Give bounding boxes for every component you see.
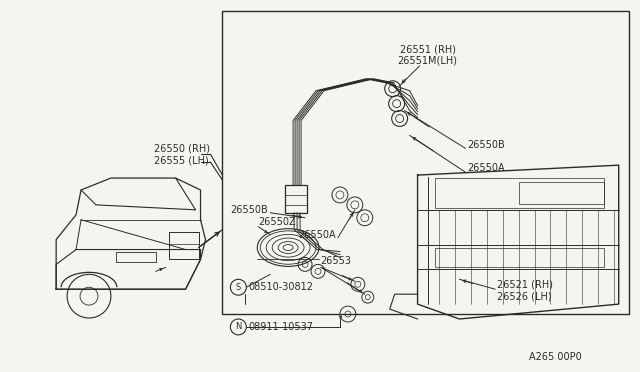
Bar <box>169 232 198 259</box>
Text: N: N <box>235 323 241 331</box>
Text: 26555 (LH): 26555 (LH) <box>154 155 209 165</box>
Text: 26550A: 26550A <box>298 230 336 240</box>
Text: 26550B: 26550B <box>467 140 505 150</box>
Text: 26553: 26553 <box>320 256 351 266</box>
Bar <box>285 185 307 213</box>
Bar <box>223 11 628 314</box>
Text: 26551M(LH): 26551M(LH) <box>397 56 458 66</box>
Text: 08510-30812: 08510-30812 <box>248 282 314 292</box>
Text: S: S <box>236 283 241 292</box>
Text: 26550B: 26550B <box>230 205 268 215</box>
Text: 26550 (RH): 26550 (RH) <box>154 143 210 153</box>
Bar <box>519 182 604 204</box>
Text: 26551 (RH): 26551 (RH) <box>399 44 456 54</box>
Bar <box>435 247 604 267</box>
Text: 08911-10537: 08911-10537 <box>248 322 314 332</box>
Text: 26550Z: 26550Z <box>259 217 296 227</box>
Text: 26550A: 26550A <box>467 163 505 173</box>
Text: 26526 (LH): 26526 (LH) <box>497 291 552 301</box>
Text: A265 00P0: A265 00P0 <box>529 352 582 362</box>
Bar <box>435 178 604 208</box>
Text: 26521 (RH): 26521 (RH) <box>497 279 553 289</box>
